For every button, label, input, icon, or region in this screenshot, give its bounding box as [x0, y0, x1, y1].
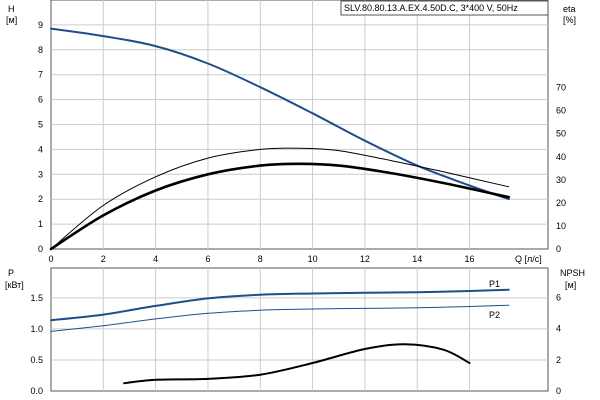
axis-ticks: 0 2 4 6 8 10 12 14 1601234567890102030405060700.…: [30, 20, 566, 396]
bottom-right-axis-label: NPSH: [560, 268, 585, 278]
y-right-tick-label: 30: [556, 175, 566, 185]
y-right-tick-label: 50: [556, 129, 566, 139]
series-line-npsh: [123, 343, 471, 385]
top-left-axis-label: H: [8, 4, 15, 14]
x-tick-label: 16: [465, 254, 475, 264]
bottom-plot-frame: [50, 267, 549, 392]
y-right-tick-label: 60: [556, 106, 566, 116]
y-left-tick-label: 1: [38, 219, 43, 229]
y-left-tick-label: 8: [38, 45, 43, 55]
bottom-grid: [51, 268, 548, 391]
y-right-tick-label: 0: [556, 244, 561, 254]
x-axis-label: Q [л/с]: [515, 254, 542, 264]
y-left-tick-label: 5: [38, 120, 43, 130]
x-tick-label: 8: [258, 254, 263, 264]
x-tick-label: 14: [412, 254, 422, 264]
p-tick-label: 0.5: [30, 355, 43, 365]
series-label-p1: P1: [489, 279, 500, 289]
series-line-eta: [50, 147, 510, 250]
npsh-tick-label: 4: [556, 324, 561, 334]
y-right-tick-label: 20: [556, 198, 566, 208]
y-right-tick-label: 10: [556, 221, 566, 231]
p-tick-label: 1.5: [30, 293, 43, 303]
y-left-tick-label: 0: [38, 244, 43, 254]
top-right-axis-label: eta: [563, 4, 576, 14]
bottom-right-axis-unit: [м]: [565, 280, 576, 290]
series-line-eta_total: [49, 162, 511, 251]
p-tick-label: 0.0: [30, 386, 43, 396]
top-right-axis-unit: [%]: [563, 15, 576, 25]
y-left-tick-label: 4: [38, 144, 43, 154]
x-tick-label: 6: [205, 254, 210, 264]
x-tick-label: 4: [153, 254, 158, 264]
bottom-left-axis-unit: [кВт]: [5, 280, 24, 290]
x-tick-label: 12: [360, 254, 370, 264]
series-lines: [49, 27, 511, 385]
top-grid: [51, 0, 548, 249]
series-line-p2: [50, 304, 510, 332]
series-line-p1: [50, 288, 510, 322]
p-tick-label: 1.0: [30, 324, 43, 334]
y-left-tick-label: 3: [38, 169, 43, 179]
npsh-tick-label: 6: [556, 293, 561, 303]
y-left-tick-label: 2: [38, 194, 43, 204]
title-box: [340, 0, 549, 16]
top-left-axis-unit: [м]: [6, 15, 17, 25]
x-tick-label: 0: [48, 254, 53, 264]
y-right-tick-label: 40: [556, 152, 566, 162]
bottom-left-axis-label: P: [8, 268, 14, 278]
series-line-h: [50, 27, 510, 201]
x-tick-label: 2: [101, 254, 106, 264]
y-left-tick-label: 7: [38, 70, 43, 80]
y-right-tick-label: 70: [556, 83, 566, 93]
y-left-tick-label: 6: [38, 95, 43, 105]
y-left-tick-label: 9: [38, 20, 43, 30]
npsh-tick-label: 2: [556, 355, 561, 365]
chart-title: SLV.80.80.13.A.EX.4.50D.C, 3*400 V, 50Hz: [344, 3, 518, 13]
series-label-p2: P2: [489, 310, 500, 320]
npsh-tick-label: 0: [556, 386, 561, 396]
x-tick-label: 10: [308, 254, 318, 264]
